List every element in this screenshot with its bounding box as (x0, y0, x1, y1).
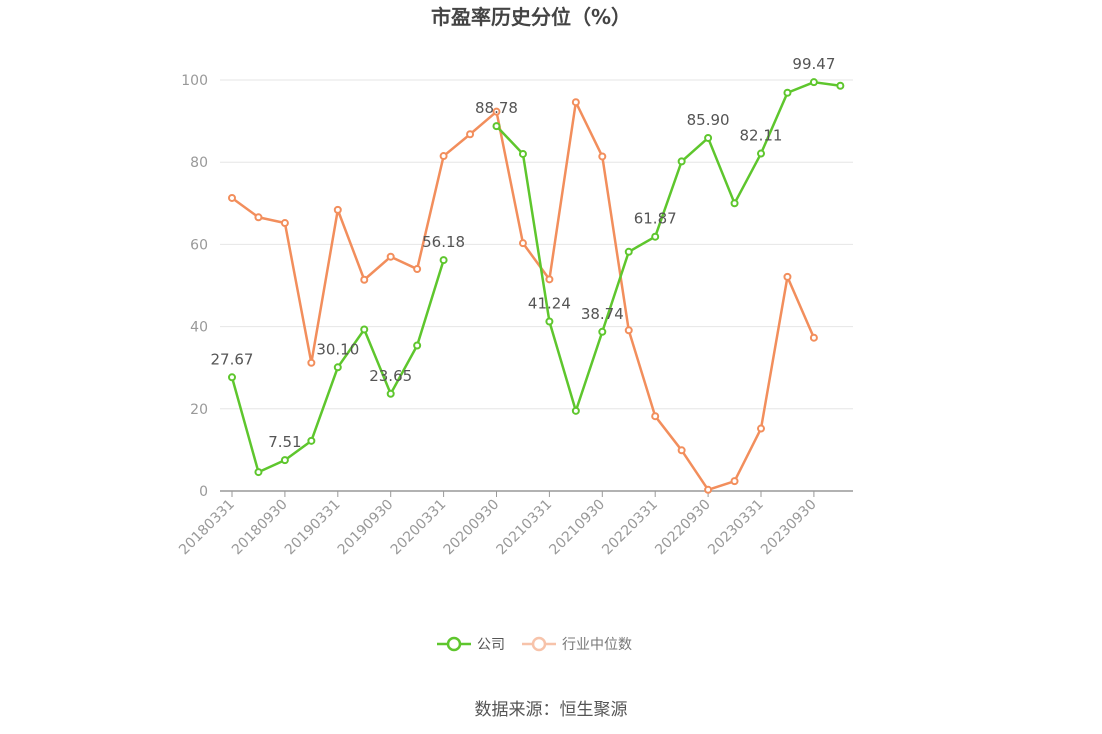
data-label: 56.18 (422, 233, 465, 251)
data-point-industry-median[interactable] (333, 205, 342, 214)
data-point-company[interactable] (360, 325, 369, 334)
data-point-company[interactable] (386, 389, 395, 398)
y-tick-label: 20 (190, 402, 208, 418)
data-point-industry-median[interactable] (783, 272, 792, 281)
x-tick-label: 20230930 (758, 497, 820, 559)
series-group (228, 78, 845, 494)
data-point-company[interactable] (280, 456, 289, 465)
data-point-company[interactable] (518, 149, 527, 158)
data-point-company[interactable] (651, 232, 660, 241)
data-point-company[interactable] (413, 341, 422, 350)
data-point-company[interactable] (307, 436, 316, 445)
data-point-industry-median[interactable] (439, 152, 448, 161)
series-industry-median (228, 98, 818, 494)
y-tick-label: 100 (181, 73, 208, 89)
data-point-industry-median[interactable] (598, 152, 607, 161)
x-tick-label: 20230331 (705, 497, 767, 559)
data-point-industry-median[interactable] (307, 358, 316, 367)
y-axis: 0 20 40 60 80 100 (181, 73, 208, 500)
legend-marker (446, 636, 462, 652)
legend-item-industry-median[interactable]: 行业中位数 (522, 636, 632, 653)
x-tick-label: 20220331 (599, 497, 661, 559)
x-tick-label: 20180930 (229, 497, 291, 559)
data-point-industry-median[interactable] (624, 326, 633, 335)
series-company (228, 78, 845, 477)
data-point-industry-median[interactable] (704, 485, 713, 494)
data-point-industry-median[interactable] (677, 446, 686, 455)
data-point-company[interactable] (598, 327, 607, 336)
data-point-industry-median[interactable] (360, 275, 369, 284)
data-point-company[interactable] (545, 317, 554, 326)
data-point-industry-median[interactable] (518, 239, 527, 248)
x-axis: 2018033120180930201903312019093020200331… (176, 490, 853, 559)
data-point-industry-median[interactable] (571, 98, 580, 107)
data-label: 27.67 (211, 350, 254, 368)
y-tick-label: 40 (190, 320, 208, 336)
data-point-industry-median[interactable] (280, 219, 289, 228)
data-point-company[interactable] (809, 78, 818, 87)
data-point-industry-median[interactable] (386, 252, 395, 261)
data-point-company[interactable] (730, 199, 739, 208)
data-point-company[interactable] (836, 81, 845, 90)
data-point-company[interactable] (704, 133, 713, 142)
y-tick-label: 0 (199, 484, 208, 500)
x-tick-label: 20200331 (388, 497, 450, 559)
x-tick-label: 20190331 (282, 497, 344, 559)
y-tick-label: 80 (190, 155, 208, 171)
data-point-company[interactable] (228, 373, 236, 382)
data-label: 7.51 (268, 433, 301, 451)
data-label: 38.74 (581, 305, 624, 323)
data-labels: 27.67 7.51 30.10 23.65 56.18 88.78 41.24 38.74 6… (211, 55, 836, 451)
legend-item-company[interactable]: 公司 (437, 636, 505, 653)
data-point-industry-median[interactable] (413, 265, 422, 274)
data-point-company[interactable] (624, 247, 633, 256)
legend-label: 公司 (477, 637, 505, 653)
x-tick-label: 20190930 (335, 497, 397, 559)
data-point-company[interactable] (757, 149, 765, 158)
data-label: 41.24 (528, 295, 571, 313)
x-tick-label: 20210331 (494, 497, 556, 559)
data-point-industry-median[interactable] (651, 412, 660, 421)
legend-label: 行业中位数 (562, 637, 632, 653)
data-point-company[interactable] (254, 468, 263, 477)
x-tick-label: 20200930 (441, 497, 503, 559)
legend[interactable]: 公司 行业中位数 (437, 636, 632, 653)
legend-marker (531, 636, 547, 652)
data-point-industry-median[interactable] (757, 424, 765, 433)
source-text: 数据来源：恒生聚源 (475, 700, 628, 720)
x-tick-label: 20210930 (546, 497, 608, 559)
data-point-company[interactable] (571, 406, 580, 415)
chart-title: 市盈率历史分位（%） (431, 5, 631, 29)
data-point-industry-median[interactable] (492, 107, 501, 116)
data-point-company[interactable] (439, 256, 448, 265)
series-line-company (495, 80, 841, 413)
data-label: 30.10 (316, 340, 359, 358)
data-point-company[interactable] (333, 363, 342, 372)
data-point-industry-median[interactable] (730, 477, 739, 486)
data-point-company[interactable] (492, 122, 501, 131)
data-label: 85.90 (687, 111, 730, 129)
data-point-company[interactable] (783, 88, 792, 97)
data-label: 99.47 (792, 55, 835, 73)
data-label: 23.65 (369, 367, 412, 385)
data-point-industry-median[interactable] (228, 193, 236, 202)
data-point-industry-median[interactable] (254, 213, 263, 222)
data-point-industry-median[interactable] (809, 333, 818, 342)
x-tick-label: 20220930 (652, 497, 714, 559)
data-label: 82.11 (740, 127, 783, 145)
data-point-industry-median[interactable] (545, 275, 554, 284)
data-label: 88.78 (475, 99, 518, 117)
data-point-industry-median[interactable] (466, 130, 475, 139)
data-label: 61.87 (634, 210, 677, 228)
data-point-company[interactable] (677, 157, 686, 166)
y-tick-label: 60 (190, 237, 208, 253)
x-tick-label: 20180331 (176, 497, 238, 559)
